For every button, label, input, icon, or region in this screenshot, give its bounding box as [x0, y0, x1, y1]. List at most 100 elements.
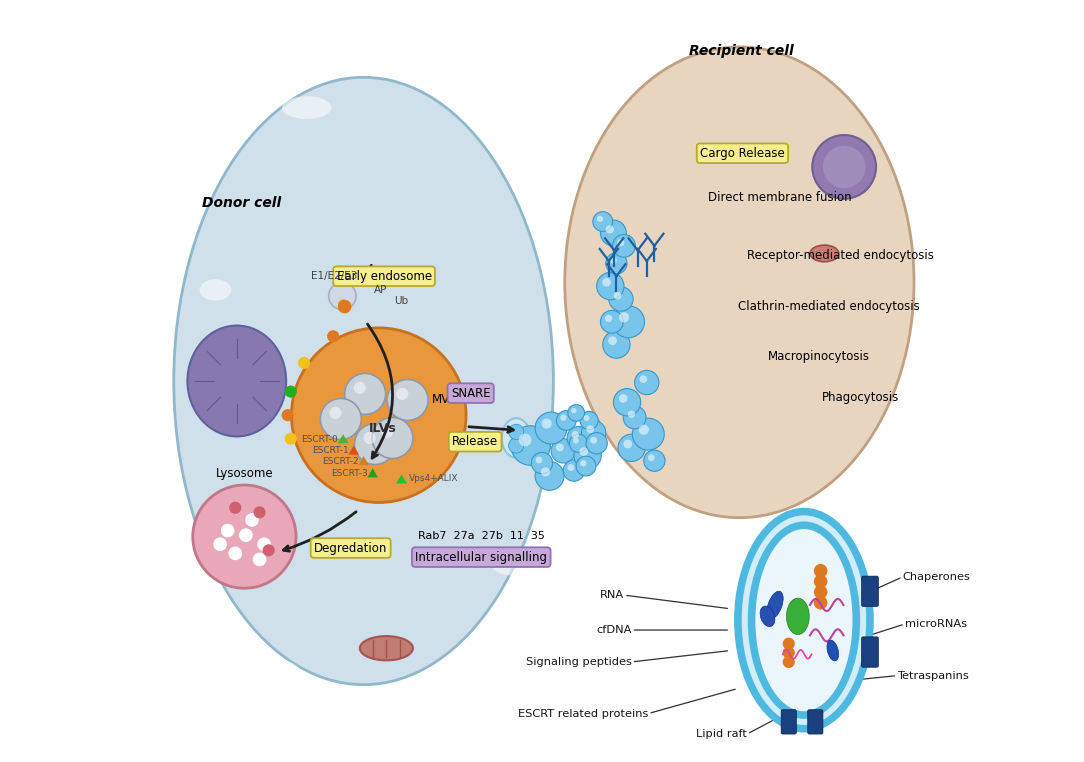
Ellipse shape: [734, 507, 874, 732]
Circle shape: [586, 433, 607, 454]
Ellipse shape: [199, 279, 232, 300]
Circle shape: [338, 299, 351, 313]
Circle shape: [580, 460, 586, 466]
Circle shape: [812, 135, 876, 199]
Circle shape: [214, 537, 227, 551]
Circle shape: [580, 411, 598, 430]
Circle shape: [814, 585, 827, 599]
Text: Cargo Release: Cargo Release: [700, 147, 785, 160]
Ellipse shape: [565, 47, 914, 517]
Circle shape: [783, 656, 795, 668]
Text: Early endosome: Early endosome: [336, 270, 431, 283]
Circle shape: [623, 406, 646, 429]
Text: Receptor-mediated endocytosis: Receptor-mediated endocytosis: [747, 249, 933, 262]
Text: Clathrin-mediated endocytosis: Clathrin-mediated endocytosis: [738, 300, 919, 313]
Ellipse shape: [491, 551, 532, 575]
Text: ESCRT-1: ESCRT-1: [312, 447, 349, 456]
Text: RNA: RNA: [599, 590, 624, 600]
Circle shape: [382, 426, 393, 438]
Text: AP: AP: [374, 285, 387, 295]
Polygon shape: [367, 469, 378, 478]
Circle shape: [605, 315, 612, 322]
Circle shape: [354, 424, 396, 465]
Circle shape: [193, 485, 296, 588]
Circle shape: [648, 454, 655, 461]
Circle shape: [262, 544, 274, 556]
Circle shape: [330, 407, 341, 419]
Polygon shape: [348, 446, 359, 455]
Circle shape: [601, 310, 623, 333]
Ellipse shape: [756, 529, 852, 711]
Ellipse shape: [748, 521, 860, 719]
Ellipse shape: [173, 77, 554, 685]
Circle shape: [229, 546, 242, 560]
Circle shape: [568, 405, 584, 421]
Circle shape: [593, 212, 612, 232]
Circle shape: [569, 434, 588, 453]
Text: Intracellular signalling: Intracellular signalling: [415, 551, 547, 564]
Circle shape: [328, 282, 356, 309]
Circle shape: [597, 216, 603, 222]
Text: ESCRT-0: ESCRT-0: [301, 435, 338, 444]
Circle shape: [363, 432, 376, 444]
Circle shape: [221, 523, 234, 537]
Circle shape: [783, 638, 795, 650]
Circle shape: [640, 375, 647, 383]
Circle shape: [603, 331, 630, 358]
Circle shape: [567, 427, 590, 450]
Text: Direct membrane fusion: Direct membrane fusion: [708, 190, 851, 203]
Circle shape: [644, 450, 664, 472]
Circle shape: [823, 146, 865, 188]
Circle shape: [535, 462, 564, 490]
Circle shape: [338, 299, 347, 308]
Circle shape: [814, 575, 827, 588]
Text: Signaling peptides: Signaling peptides: [526, 657, 632, 667]
Polygon shape: [338, 434, 348, 443]
Circle shape: [508, 438, 524, 453]
Ellipse shape: [282, 96, 332, 119]
Circle shape: [397, 388, 409, 400]
Text: Recipient cell: Recipient cell: [688, 43, 793, 58]
Circle shape: [573, 438, 579, 443]
Circle shape: [253, 552, 267, 566]
Text: Lysosome: Lysosome: [216, 467, 273, 480]
Circle shape: [591, 437, 597, 443]
Ellipse shape: [767, 591, 783, 619]
Circle shape: [571, 408, 577, 413]
Circle shape: [612, 306, 645, 338]
Circle shape: [568, 464, 575, 471]
Circle shape: [535, 456, 542, 463]
Circle shape: [327, 330, 339, 342]
Circle shape: [602, 278, 611, 287]
Circle shape: [577, 456, 596, 476]
Circle shape: [535, 412, 567, 444]
Polygon shape: [359, 456, 369, 466]
Text: cfDNA: cfDNA: [596, 625, 632, 635]
Ellipse shape: [760, 606, 775, 626]
Circle shape: [618, 434, 645, 462]
Circle shape: [345, 373, 386, 415]
Circle shape: [353, 382, 366, 394]
Circle shape: [609, 287, 633, 311]
Circle shape: [560, 415, 567, 421]
Circle shape: [298, 357, 310, 369]
Circle shape: [531, 453, 553, 474]
Text: Macropinocytosis: Macropinocytosis: [769, 351, 870, 363]
Ellipse shape: [827, 640, 839, 661]
Circle shape: [556, 443, 564, 451]
Circle shape: [254, 506, 266, 518]
Circle shape: [783, 647, 795, 659]
Text: ESCRT-2: ESCRT-2: [322, 457, 359, 466]
Circle shape: [292, 328, 466, 502]
Circle shape: [229, 501, 242, 514]
Circle shape: [583, 415, 590, 421]
Text: Vps4+ALIX: Vps4+ALIX: [409, 475, 459, 483]
Circle shape: [614, 292, 621, 299]
Circle shape: [612, 235, 635, 258]
Circle shape: [581, 421, 606, 445]
Ellipse shape: [810, 245, 839, 262]
Circle shape: [240, 528, 253, 542]
Text: Tetraspanins: Tetraspanins: [898, 671, 969, 680]
Text: SNARE: SNARE: [451, 386, 490, 399]
Polygon shape: [397, 475, 406, 484]
